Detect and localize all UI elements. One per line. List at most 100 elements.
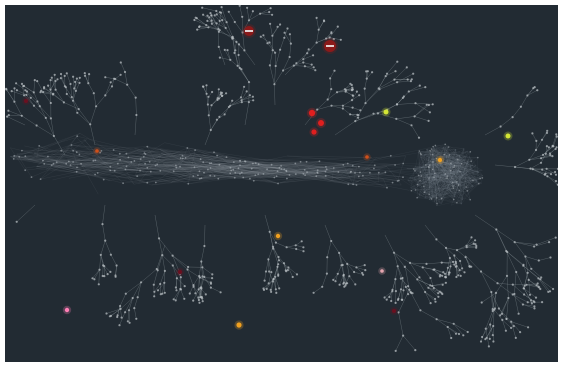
graph-edge bbox=[25, 151, 145, 169]
graph-edge bbox=[385, 70, 396, 77]
graph-edge bbox=[440, 161, 456, 181]
graph-edge bbox=[459, 175, 483, 191]
graph-edge bbox=[431, 148, 478, 181]
graph-node bbox=[389, 154, 392, 157]
graph-node bbox=[437, 292, 440, 295]
graph-node bbox=[203, 244, 206, 248]
graph-edge bbox=[432, 146, 457, 183]
graph-edge bbox=[50, 80, 56, 90]
graph-node bbox=[501, 318, 504, 321]
graph-node bbox=[488, 337, 491, 340]
graph-edge bbox=[316, 172, 356, 177]
graph-edge bbox=[241, 91, 247, 101]
graph-node bbox=[209, 12, 212, 15]
graph-node bbox=[414, 349, 417, 352]
graph-edge bbox=[217, 155, 227, 158]
graph-edge bbox=[316, 29, 319, 43]
graph-edge bbox=[523, 288, 532, 301]
graph-edge bbox=[450, 158, 457, 164]
graph-edge bbox=[356, 267, 366, 271]
graph-edge bbox=[120, 62, 126, 73]
graph-edge bbox=[338, 252, 348, 265]
graph-edge bbox=[454, 150, 468, 197]
graph-node bbox=[235, 40, 238, 44]
graph-edge bbox=[227, 50, 231, 60]
graph-node bbox=[417, 136, 421, 139]
graph-node bbox=[410, 189, 413, 192]
graph-edge bbox=[545, 171, 556, 174]
graph-edge bbox=[269, 231, 277, 243]
graph-edge bbox=[331, 105, 343, 109]
graph-edge bbox=[264, 271, 267, 281]
graph-node bbox=[236, 64, 239, 67]
graph-edge bbox=[434, 269, 444, 273]
graph-edge bbox=[434, 179, 474, 187]
graph-edge bbox=[425, 155, 460, 160]
graph-edge bbox=[424, 155, 460, 199]
graph-node bbox=[494, 291, 498, 294]
graph-edge bbox=[137, 161, 204, 177]
graph-edge bbox=[145, 153, 239, 174]
graph-edge bbox=[316, 17, 319, 30]
graph-edge bbox=[424, 149, 427, 193]
graph-edge bbox=[119, 153, 256, 176]
graph-edge bbox=[413, 155, 447, 170]
highlight-node-orange bbox=[236, 322, 242, 328]
graph-edge bbox=[545, 146, 548, 154]
graph-edge bbox=[123, 163, 253, 184]
graph-node bbox=[453, 166, 455, 169]
graph-edge bbox=[429, 150, 458, 155]
graph-node bbox=[431, 284, 434, 288]
graph-node bbox=[283, 31, 286, 34]
graph-node bbox=[92, 92, 95, 95]
graph-edge bbox=[72, 90, 77, 101]
graph-edge bbox=[362, 167, 422, 176]
graph-node bbox=[266, 42, 269, 45]
graph-edge bbox=[453, 170, 459, 189]
graph-node bbox=[270, 271, 273, 274]
graph-edge bbox=[295, 163, 396, 166]
graph-node bbox=[213, 175, 216, 177]
graph-edge bbox=[424, 169, 433, 194]
graph-node bbox=[7, 109, 10, 112]
graph-node bbox=[225, 21, 228, 24]
graph-edge bbox=[330, 177, 384, 180]
graph-node bbox=[433, 176, 435, 179]
graph-node bbox=[179, 287, 182, 291]
graph-node bbox=[136, 296, 139, 299]
graph-node bbox=[544, 172, 547, 175]
graph-node bbox=[15, 220, 18, 223]
graph-edge bbox=[431, 155, 435, 200]
graph-edge bbox=[435, 145, 460, 191]
graph-edge bbox=[414, 154, 445, 171]
graph-edge bbox=[72, 88, 75, 101]
graph-node bbox=[54, 88, 57, 91]
graph-edge bbox=[419, 277, 429, 288]
graph-edge bbox=[398, 312, 404, 336]
graph-node bbox=[513, 292, 516, 296]
graph-edge bbox=[60, 144, 72, 159]
graph-edge bbox=[239, 165, 294, 176]
graph-edge bbox=[542, 146, 553, 156]
graph-edge bbox=[94, 144, 179, 155]
graph-edge bbox=[421, 165, 476, 168]
graph-edge bbox=[297, 163, 360, 173]
graph-node bbox=[300, 240, 303, 243]
graph-node bbox=[237, 43, 241, 46]
graph-edge bbox=[176, 167, 282, 170]
graph-node bbox=[534, 296, 538, 299]
graph-node bbox=[209, 174, 212, 177]
graph-node bbox=[277, 263, 280, 266]
graph-edge bbox=[249, 171, 339, 179]
graph-edge bbox=[219, 164, 282, 173]
graph-edge bbox=[512, 294, 524, 305]
graph-node bbox=[430, 198, 433, 200]
graph-edge bbox=[210, 119, 218, 131]
graph-edge bbox=[428, 155, 447, 179]
graph-node bbox=[517, 312, 520, 315]
graph-edge bbox=[268, 259, 270, 272]
graph-node bbox=[421, 266, 424, 269]
graph-node bbox=[203, 275, 206, 278]
graph-edge bbox=[47, 161, 151, 172]
graph-edge bbox=[448, 165, 462, 169]
